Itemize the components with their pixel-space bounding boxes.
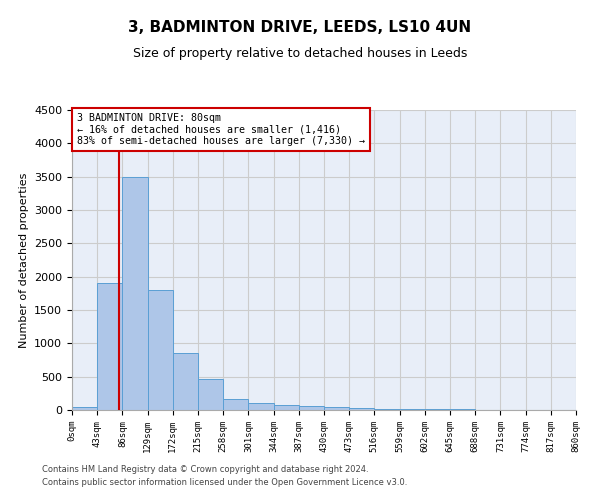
Bar	[173, 354, 198, 410]
Text: 3 BADMINTON DRIVE: 80sqm
← 16% of detached houses are smaller (1,416)
83% of sem: 3 BADMINTON DRIVE: 80sqm ← 16% of detach…	[77, 113, 365, 146]
Bar	[324, 406, 349, 410]
Bar	[248, 404, 274, 410]
Bar	[148, 290, 173, 410]
Text: Size of property relative to detached houses in Leeds: Size of property relative to detached ho…	[133, 48, 467, 60]
Text: 3, BADMINTON DRIVE, LEEDS, LS10 4UN: 3, BADMINTON DRIVE, LEEDS, LS10 4UN	[128, 20, 472, 35]
Y-axis label: Number of detached properties: Number of detached properties	[19, 172, 29, 348]
Bar	[400, 409, 425, 410]
Bar	[274, 406, 299, 410]
Text: Contains HM Land Registry data © Crown copyright and database right 2024.: Contains HM Land Registry data © Crown c…	[42, 466, 368, 474]
Bar	[97, 284, 122, 410]
Text: Contains public sector information licensed under the Open Government Licence v3: Contains public sector information licen…	[42, 478, 407, 487]
Bar	[374, 408, 400, 410]
Bar	[223, 400, 248, 410]
Bar	[299, 406, 324, 410]
Bar	[72, 406, 97, 410]
Bar	[349, 408, 374, 410]
Bar	[198, 380, 223, 410]
Bar	[122, 176, 148, 410]
